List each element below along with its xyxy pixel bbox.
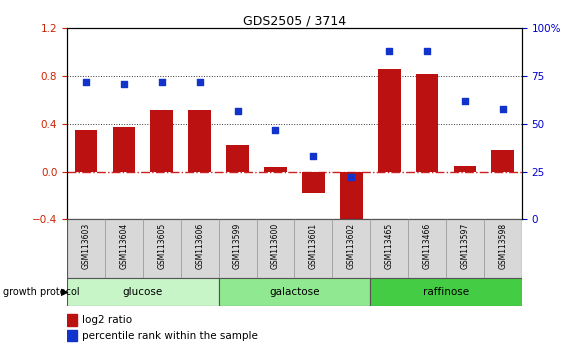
Bar [67,330,77,342]
Bar [219,278,370,306]
Bar [226,145,249,172]
Point [119,81,128,87]
Point [346,175,356,180]
Point [157,79,167,85]
Bar [416,74,438,172]
Bar [491,150,514,172]
Bar [332,219,370,278]
Bar [340,172,363,228]
Point [82,79,91,85]
Bar [370,278,522,306]
Text: GSM113601: GSM113601 [309,222,318,269]
Text: raffinose: raffinose [423,287,469,297]
Point [271,127,280,132]
Bar [67,219,105,278]
Bar [370,219,408,278]
Point [385,48,394,54]
Text: GSM113606: GSM113606 [195,222,204,269]
Text: GSM113597: GSM113597 [461,222,469,269]
Bar [75,130,97,172]
Text: GSM113600: GSM113600 [271,222,280,269]
Bar [181,219,219,278]
Text: log2 ratio: log2 ratio [82,315,132,325]
Bar [67,314,77,326]
Text: GSM113465: GSM113465 [385,222,394,269]
Bar [188,110,211,172]
Text: GSM113599: GSM113599 [233,222,242,269]
Point [498,106,507,112]
Bar [113,127,135,172]
Point [308,154,318,159]
Text: GSM113603: GSM113603 [82,222,90,269]
Bar [446,219,484,278]
Bar [408,219,446,278]
Bar [150,110,173,172]
Title: GDS2505 / 3714: GDS2505 / 3714 [243,14,346,27]
Bar [143,219,181,278]
Bar [257,219,294,278]
Text: GSM113605: GSM113605 [157,222,166,269]
Bar [67,278,219,306]
Text: percentile rank within the sample: percentile rank within the sample [82,331,258,341]
Text: GSM113598: GSM113598 [498,222,507,269]
Bar [219,219,257,278]
Point [195,79,205,85]
Bar [294,219,332,278]
Bar [454,166,476,172]
Bar [378,69,401,172]
Text: growth protocol: growth protocol [3,287,79,297]
Point [460,98,469,104]
Bar [264,167,287,172]
Text: ▶: ▶ [61,287,69,297]
Point [422,48,431,54]
Text: GSM113466: GSM113466 [423,222,431,269]
Text: galactose: galactose [269,287,319,297]
Bar [105,219,143,278]
Text: GSM113602: GSM113602 [347,222,356,269]
Text: glucose: glucose [122,287,163,297]
Point [233,108,243,113]
Bar [302,172,325,193]
Text: GSM113604: GSM113604 [120,222,128,269]
Bar [484,219,522,278]
